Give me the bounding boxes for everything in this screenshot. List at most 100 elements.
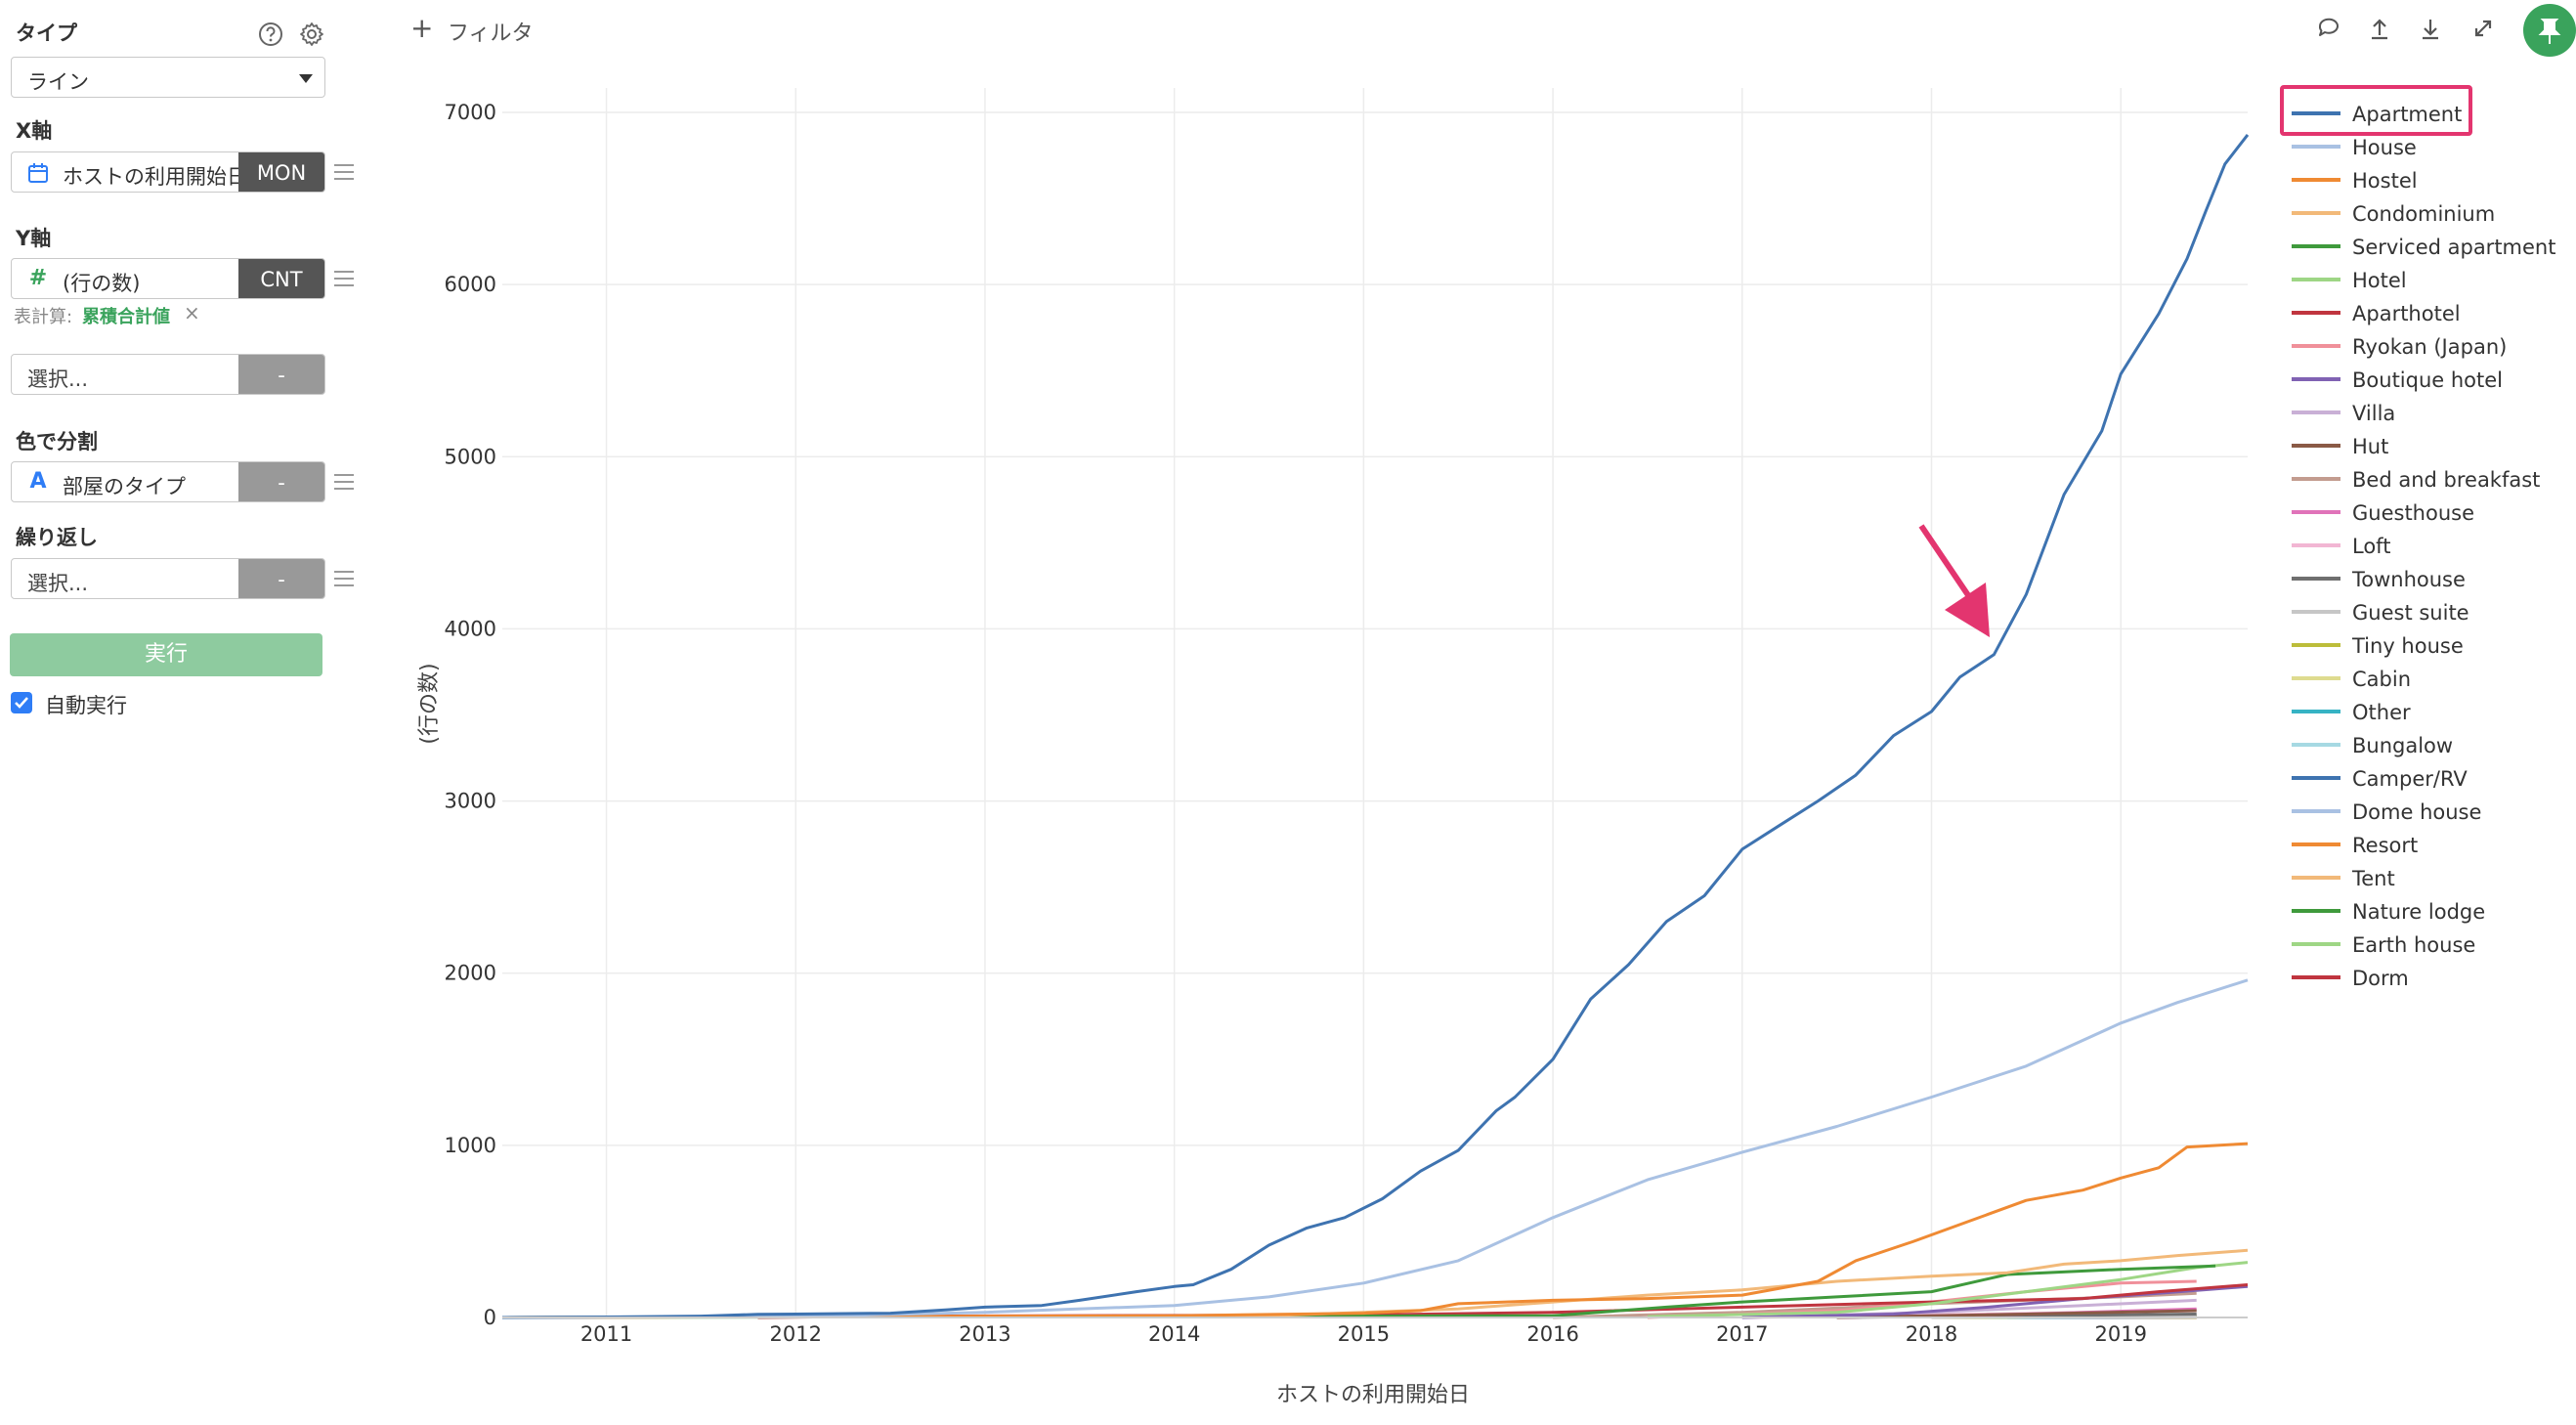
table-calc-value[interactable]: 累積合計値 <box>82 307 170 327</box>
legend-item[interactable]: Boutique hotel <box>2292 368 2503 392</box>
y-tick-label: 2000 <box>445 962 496 985</box>
color-split-label: 色で分割 <box>16 430 98 453</box>
legend-item[interactable]: Hotel <box>2292 269 2407 292</box>
legend-item[interactable]: Hut <box>2292 435 2388 458</box>
add-filter-button[interactable]: フィルタ <box>448 22 534 46</box>
download-icon[interactable] <box>2416 14 2445 43</box>
y-axis-title: (行の数) <box>417 663 442 744</box>
legend-item[interactable]: Dome house <box>2292 800 2481 824</box>
x-axis-label: X軸 <box>16 119 53 143</box>
legend-item[interactable]: Guest suite <box>2292 601 2469 625</box>
y-axis-menu-icon[interactable] <box>334 271 354 286</box>
legend-item[interactable]: Bungalow <box>2292 734 2453 757</box>
repeat-field[interactable]: 選択... - <box>11 558 325 599</box>
y-tick-label: 0 <box>484 1306 496 1329</box>
series-line-hostel <box>501 1142 2249 1319</box>
legend-item[interactable]: Guesthouse <box>2292 501 2474 525</box>
legend-label: Hostel <box>2352 169 2418 193</box>
legend-item[interactable]: Aparthotel <box>2292 302 2461 325</box>
chart-type-select[interactable]: ライン <box>11 57 325 98</box>
x-tick-label: 2011 <box>580 1322 632 1346</box>
legend-item[interactable]: Bed and breakfast <box>2292 468 2540 492</box>
legend-item[interactable]: Camper/RV <box>2292 767 2468 791</box>
legend-label: Earth house <box>2352 933 2475 957</box>
y-tick-label: 1000 <box>445 1134 496 1157</box>
legend-label: Serviced apartment <box>2352 236 2555 259</box>
comment-icon[interactable] <box>2314 14 2343 43</box>
series-line-boutique-hotel <box>1741 1284 2249 1319</box>
x-axis-ticks: 2011 2012 2013 2014 2015 2016 2017 2018 2019 <box>580 1322 2147 1346</box>
upload-icon[interactable] <box>2365 14 2394 43</box>
color-split-menu-icon[interactable] <box>334 474 354 490</box>
add-filter-icon[interactable]: + <box>410 12 434 44</box>
legend-item[interactable]: Townhouse <box>2292 568 2466 591</box>
repeat-aggregation[interactable]: - <box>238 559 324 598</box>
series-line-apartment <box>501 133 2250 1319</box>
table-calc-remove-button[interactable]: × <box>184 301 200 324</box>
calendar-icon <box>28 163 48 183</box>
legend-item[interactable]: Ryokan (Japan) <box>2292 335 2507 359</box>
legend-label: Bungalow <box>2352 734 2453 757</box>
x-axis-aggregation[interactable]: MON <box>238 152 324 192</box>
legend-item[interactable]: Earth house <box>2292 933 2475 957</box>
color-split-field-name: 部屋のタイプ <box>63 475 186 498</box>
legend-label: Resort <box>2352 834 2418 857</box>
legend-label: Loft <box>2352 535 2390 558</box>
y-axis-field[interactable]: # (行の数) CNT <box>11 258 325 299</box>
y-tick-label: 5000 <box>445 445 496 468</box>
legend-label: Condominium <box>2352 202 2495 226</box>
legend-label: Hotel <box>2352 269 2407 292</box>
x-tick-label: 2019 <box>2094 1322 2146 1346</box>
legend-item[interactable]: Serviced apartment <box>2292 236 2555 259</box>
color-split-aggregation[interactable]: - <box>238 462 324 501</box>
legend-item[interactable]: Hostel <box>2292 169 2418 193</box>
repeat-menu-icon[interactable] <box>334 571 354 586</box>
legend-item[interactable]: Apartment <box>2292 103 2462 126</box>
gear-icon[interactable] <box>297 20 326 49</box>
legend-item[interactable]: Resort <box>2292 834 2418 857</box>
pin-button[interactable] <box>2523 4 2576 57</box>
x-axis-menu-icon[interactable] <box>334 164 354 180</box>
legend-item[interactable]: Condominium <box>2292 202 2495 226</box>
auto-run-checkbox[interactable] <box>11 692 32 713</box>
legend-item[interactable]: Other <box>2292 701 2411 724</box>
legend-label: House <box>2352 136 2417 159</box>
legend-label: Hut <box>2352 435 2388 458</box>
legend-item[interactable]: Tent <box>2292 867 2395 890</box>
legend-label: Camper/RV <box>2352 767 2468 791</box>
legend-item[interactable]: Cabin <box>2292 668 2411 691</box>
legend-label: Ryokan (Japan) <box>2352 335 2507 359</box>
legend-label: Bed and breakfast <box>2352 468 2540 492</box>
legend-item[interactable]: Loft <box>2292 535 2390 558</box>
legend-item[interactable]: House <box>2292 136 2417 159</box>
legend-label: Guest suite <box>2352 601 2469 625</box>
legend-label: Villa <box>2352 402 2395 425</box>
legend-item[interactable]: Tiny house <box>2292 634 2464 658</box>
legend-label: Boutique hotel <box>2352 368 2503 392</box>
y-tick-label: 6000 <box>445 273 496 296</box>
x-axis-field-name: ホストの利用開始日 <box>63 165 247 189</box>
extra-y-aggregation[interactable]: - <box>238 355 324 394</box>
legend-label: Dome house <box>2352 800 2481 824</box>
table-calc-label: 表計算: <box>14 307 73 327</box>
x-tick-label: 2014 <box>1148 1322 1200 1346</box>
help-icon[interactable] <box>256 20 285 49</box>
y-axis-aggregation[interactable]: CNT <box>238 259 324 298</box>
legend-label: Guesthouse <box>2352 501 2474 525</box>
chevron-down-icon <box>299 74 313 83</box>
extra-y-placeholder: 選択... <box>27 367 89 391</box>
x-tick-label: 2013 <box>959 1322 1010 1346</box>
legend-item[interactable]: Villa <box>2292 402 2395 425</box>
chart-type-value: ライン <box>27 70 89 94</box>
legend-item[interactable]: Dorm <box>2292 967 2409 990</box>
number-icon: # <box>28 266 48 290</box>
x-tick-label: 2015 <box>1338 1322 1390 1346</box>
extra-y-field[interactable]: 選択... - <box>11 354 325 395</box>
x-axis-field[interactable]: ホストの利用開始日 MON <box>11 151 325 193</box>
run-button[interactable]: 実行 <box>10 633 322 676</box>
expand-icon[interactable] <box>2469 14 2498 43</box>
color-split-field[interactable]: A 部屋のタイプ - <box>11 461 325 502</box>
legend-item[interactable]: Nature lodge <box>2292 900 2485 924</box>
series-line-condominium <box>501 1248 2249 1319</box>
